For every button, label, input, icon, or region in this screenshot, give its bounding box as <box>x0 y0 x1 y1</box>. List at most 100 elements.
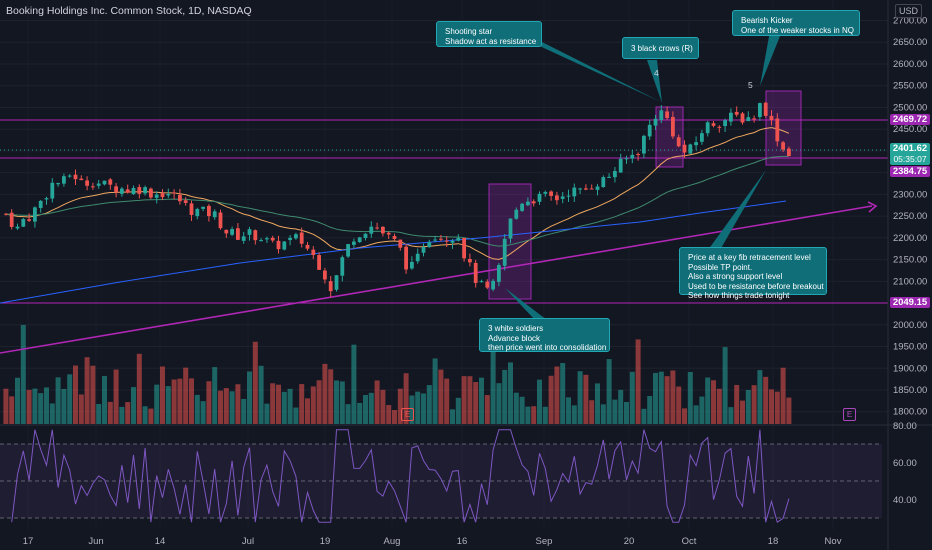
volume-bar <box>467 376 473 424</box>
volume-bar <box>577 371 583 424</box>
candle-down <box>740 113 745 123</box>
candle-down <box>224 229 229 234</box>
price-tick-label: 1850.00 <box>893 385 927 396</box>
volume-bar <box>647 395 653 424</box>
candle-up <box>50 182 55 199</box>
candle-up <box>543 192 548 194</box>
callout-line: then price went into consolidation <box>488 343 607 352</box>
volume-bar <box>769 389 774 424</box>
ema-fast-line <box>5 127 790 260</box>
callout-pointers <box>505 31 782 320</box>
callout-shooting-star[interactable]: Shooting star Shadow act as resistance <box>436 21 542 47</box>
callout-bearish-kicker[interactable]: Bearish Kicker One of the weaker stocks … <box>732 10 860 36</box>
candle-down <box>27 219 31 221</box>
candle-up <box>21 219 26 227</box>
candle-down <box>125 189 130 193</box>
volume-bar <box>722 347 728 424</box>
candle-down <box>305 244 310 249</box>
volume-bar <box>212 367 218 424</box>
candle-down <box>114 186 118 193</box>
callout-white-soldiers[interactable]: 3 white soldiers Advance block then pric… <box>479 318 610 352</box>
callout-black-crows[interactable]: 3 black crows (R) <box>622 37 699 59</box>
candle-up <box>44 198 49 200</box>
candle-up <box>647 124 652 137</box>
candle-up <box>456 237 461 241</box>
volume-bar <box>531 406 537 424</box>
candle-down <box>160 193 165 198</box>
volume-bar <box>513 392 519 424</box>
volume-bar <box>705 377 711 424</box>
volume-bar <box>276 384 281 424</box>
volume-bar <box>310 386 316 424</box>
candle-down <box>328 281 333 292</box>
candle-down <box>79 178 84 181</box>
candle-down <box>555 195 559 201</box>
volume-bars <box>3 324 792 424</box>
volume-bar <box>142 406 148 424</box>
candle-up <box>334 275 339 290</box>
volume-bar <box>165 386 171 424</box>
candle-up <box>102 180 107 185</box>
candle-down <box>665 111 669 118</box>
volume-bar <box>339 381 345 424</box>
volume-bar <box>426 385 432 424</box>
candle-down <box>4 213 8 215</box>
volume-bar <box>508 362 513 424</box>
time-tick-label: 16 <box>457 536 468 547</box>
candle-down <box>108 179 113 185</box>
candle-down <box>236 228 240 240</box>
candle-up <box>56 183 60 185</box>
volume-bar <box>345 404 351 424</box>
volume-bar <box>595 383 600 424</box>
candle-up <box>502 238 507 266</box>
candle-up <box>758 103 762 118</box>
volume-bar <box>629 371 635 424</box>
volume-bar <box>160 366 165 424</box>
volume-bar <box>206 381 212 424</box>
candle-down <box>468 259 472 263</box>
candle-up <box>212 211 217 218</box>
volume-bar <box>125 402 131 424</box>
rsi-tick-label: 60.00 <box>893 458 917 469</box>
chart-title: Booking Holdings Inc. Common Stock, 1D, … <box>6 5 252 17</box>
volume-bar <box>786 397 792 424</box>
callout-line: 3 black crows (R) <box>631 44 693 53</box>
candle-down <box>73 174 78 180</box>
volume-bar <box>740 400 745 424</box>
time-tick-label: 17 <box>23 536 34 547</box>
volume-bar <box>386 405 392 424</box>
candle-down <box>752 118 756 120</box>
volume-bar <box>693 405 699 424</box>
earnings-flag-icon[interactable]: E <box>401 408 414 421</box>
volume-bar <box>32 388 38 424</box>
volume-bar <box>589 400 595 424</box>
currency-label[interactable]: USD <box>895 4 923 18</box>
volume-bar <box>299 384 305 424</box>
candle-up <box>131 187 136 195</box>
time-axis-ticks: 17 Jun 14 Jul 19 Aug 16 Sep 20 Oct 18 Nov <box>23 536 842 547</box>
candle-up <box>288 237 292 241</box>
callout-line: Shooting star <box>445 27 493 36</box>
candle-up <box>247 229 252 235</box>
candle-up <box>624 158 629 160</box>
candle-down <box>149 188 153 198</box>
callout-fib-note[interactable]: Price at a key fib retracement level Pos… <box>679 247 827 300</box>
candle-up <box>746 117 751 122</box>
earnings-flag-icon[interactable]: E <box>843 408 856 421</box>
volume-bar <box>334 380 339 424</box>
volume-bar <box>670 370 676 424</box>
candle-down <box>462 237 466 259</box>
time-tick-label: Jul <box>242 536 254 547</box>
volume-bar <box>432 358 438 424</box>
candle-up <box>421 246 426 253</box>
candle-up <box>230 229 234 235</box>
callout-line: One of the weaker stocks in NQ <box>741 25 854 35</box>
price-tick-label: 2250.00 <box>893 211 927 222</box>
candle-up <box>723 120 727 127</box>
volume-bar <box>502 369 508 424</box>
volume-bar <box>624 401 629 424</box>
volume-bar <box>44 387 49 424</box>
candle-up <box>537 193 542 202</box>
candle-up <box>166 193 171 196</box>
